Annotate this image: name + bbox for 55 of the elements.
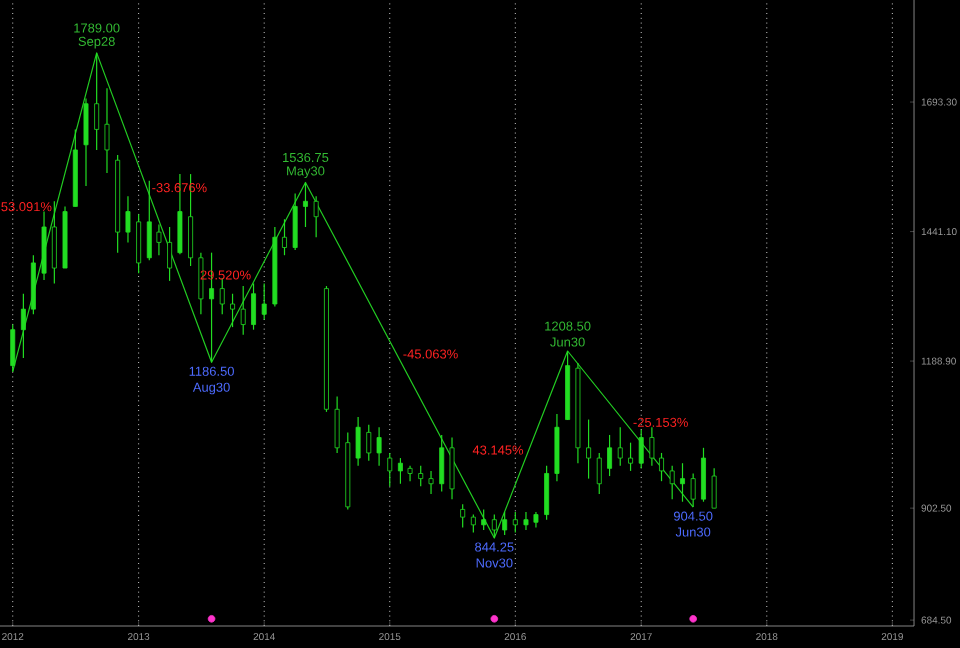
candlestick xyxy=(366,424,372,462)
candlestick xyxy=(30,254,36,315)
candlestick xyxy=(303,181,308,228)
candlestick xyxy=(407,465,413,482)
candlestick xyxy=(649,426,655,467)
candlestick xyxy=(628,442,634,472)
candlestick xyxy=(219,277,225,315)
candlestick xyxy=(376,426,382,467)
candlestick xyxy=(690,472,696,508)
candlestick xyxy=(387,452,393,487)
candlestick xyxy=(251,282,256,331)
candlestick xyxy=(428,470,434,495)
candlestick xyxy=(240,285,246,336)
candlestick xyxy=(701,447,706,503)
candlestick xyxy=(607,434,613,477)
candlestick xyxy=(51,200,57,285)
candlestick xyxy=(292,193,298,251)
candlestick xyxy=(439,434,445,493)
candlestick xyxy=(669,465,675,500)
candlestick xyxy=(313,195,319,238)
candlestick xyxy=(334,395,340,454)
candlestick xyxy=(460,503,466,528)
candlestick xyxy=(596,452,602,495)
candlestick xyxy=(523,511,529,531)
candlestick xyxy=(136,213,142,274)
candlestick xyxy=(261,282,267,321)
candlestick xyxy=(230,293,236,328)
candlestick xyxy=(10,323,16,373)
candlestick xyxy=(41,210,47,281)
candlestick xyxy=(449,436,455,500)
candlestick xyxy=(397,457,403,485)
candlestick xyxy=(167,226,173,282)
candlestick xyxy=(638,429,644,469)
candlestick xyxy=(355,416,361,467)
candlestick xyxy=(617,426,623,467)
candlestick xyxy=(104,87,110,174)
candlestick xyxy=(512,511,518,534)
candlestick xyxy=(156,223,162,256)
candlestick xyxy=(125,195,131,243)
candlestick xyxy=(659,452,664,482)
candlestick xyxy=(20,293,26,359)
candlestick xyxy=(94,52,100,151)
candlestick xyxy=(554,413,560,482)
candlestick xyxy=(83,97,89,187)
candlestick xyxy=(502,511,508,536)
candlestick xyxy=(711,467,717,509)
candlestick xyxy=(586,418,592,480)
candlestick xyxy=(146,180,152,261)
candlestick xyxy=(491,513,497,539)
candlestick xyxy=(544,465,550,521)
candlestick xyxy=(282,218,287,256)
candlestick xyxy=(481,508,487,531)
candlestick xyxy=(680,462,685,503)
candlestick xyxy=(418,465,424,487)
candlestick xyxy=(198,252,204,315)
